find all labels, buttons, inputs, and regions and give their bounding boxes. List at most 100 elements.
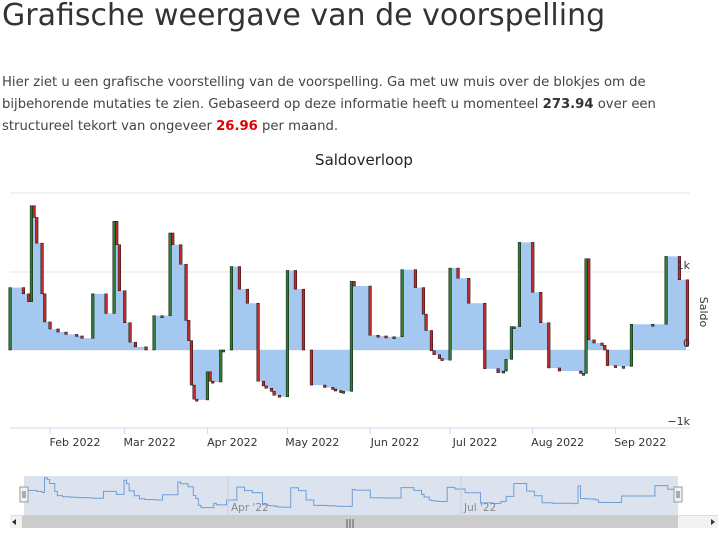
navigator-handle[interactable]: [19, 486, 29, 503]
mutation-block[interactable]: [512, 326, 516, 329]
mutation-block[interactable]: [605, 349, 609, 366]
mutation-block[interactable]: [456, 267, 460, 279]
mutation-block[interactable]: [40, 242, 44, 295]
navigator-selected-range[interactable]: [24, 476, 678, 516]
mutation-block[interactable]: [64, 331, 68, 335]
mutation-block[interactable]: [448, 267, 452, 361]
mutation-block[interactable]: [187, 320, 191, 341]
mutation-block[interactable]: [195, 398, 199, 402]
mutation-block[interactable]: [160, 315, 164, 318]
mutation-block[interactable]: [245, 288, 249, 304]
mutation-block[interactable]: [613, 365, 617, 368]
mutation-block[interactable]: [467, 277, 471, 304]
mutation-block[interactable]: [32, 205, 36, 218]
mutation-block[interactable]: [400, 269, 404, 337]
mutation-block[interactable]: [269, 387, 273, 392]
scroll-left-arrow-icon[interactable]: [12, 519, 16, 525]
mutation-block[interactable]: [285, 270, 289, 398]
mutation-block[interactable]: [171, 232, 175, 245]
range-navigator[interactable]: Apr '22 Jul '22 |||: [10, 476, 718, 529]
mutation-block[interactable]: [152, 315, 156, 351]
mutation-block[interactable]: [75, 334, 79, 337]
mutation-block[interactable]: [189, 340, 193, 386]
mutation-block[interactable]: [301, 288, 305, 351]
mutation-block[interactable]: [293, 270, 297, 290]
mutation-block[interactable]: [587, 258, 591, 341]
mutation-block[interactable]: [205, 371, 209, 401]
mutation-block[interactable]: [349, 281, 353, 392]
mutation-block[interactable]: [584, 258, 588, 374]
mutation-block[interactable]: [261, 380, 265, 387]
mutation-block[interactable]: [211, 380, 215, 384]
mutation-block[interactable]: [208, 371, 212, 382]
mutation-block[interactable]: [421, 287, 425, 315]
mutation-block[interactable]: [496, 368, 500, 373]
mutation-block[interactable]: [581, 373, 585, 376]
mutation-block[interactable]: [384, 335, 388, 339]
mutation-block[interactable]: [437, 354, 441, 359]
mutation-block[interactable]: [685, 279, 689, 347]
mutation-block[interactable]: [56, 328, 60, 333]
mutation-block[interactable]: [123, 290, 127, 323]
mutation-block[interactable]: [339, 390, 343, 393]
mutation-block[interactable]: [272, 391, 276, 396]
mutation-block[interactable]: [432, 350, 436, 355]
mutation-block[interactable]: [112, 221, 116, 314]
mutation-block[interactable]: [531, 242, 535, 293]
mutation-block[interactable]: [664, 256, 668, 325]
mutation-block[interactable]: [115, 221, 119, 245]
mutation-block[interactable]: [517, 242, 521, 327]
mutation-block[interactable]: [501, 370, 505, 374]
mutation-block[interactable]: [27, 293, 31, 302]
mutation-block[interactable]: [192, 384, 196, 400]
mutation-block[interactable]: [277, 394, 281, 398]
mutation-block[interactable]: [91, 293, 95, 339]
mutation-block[interactable]: [104, 293, 108, 314]
mutation-block[interactable]: [35, 217, 39, 244]
mutation-block[interactable]: [256, 302, 260, 382]
mutation-block[interactable]: [43, 293, 47, 323]
mutation-block[interactable]: [184, 263, 188, 321]
mutation-block[interactable]: [429, 330, 433, 352]
mutation-block[interactable]: [557, 367, 561, 372]
mutation-block[interactable]: [331, 387, 335, 390]
mutation-block[interactable]: [341, 391, 345, 394]
mutation-block[interactable]: [352, 281, 356, 287]
mutation-block[interactable]: [179, 244, 183, 265]
scroll-right-arrow-icon[interactable]: [711, 519, 715, 525]
mutation-block[interactable]: [48, 321, 52, 330]
mutation-block[interactable]: [168, 232, 172, 316]
mutation-block[interactable]: [229, 266, 233, 351]
mutation-block[interactable]: [539, 292, 543, 323]
mutation-block[interactable]: [579, 370, 583, 374]
mutation-block[interactable]: [603, 345, 607, 351]
mutation-block[interactable]: [440, 358, 444, 361]
mutation-block[interactable]: [237, 266, 241, 290]
mutation-block[interactable]: [323, 384, 327, 388]
mutation-block[interactable]: [128, 322, 132, 343]
mutation-block[interactable]: [376, 334, 380, 338]
mutation-block[interactable]: [677, 256, 681, 281]
mutation-block[interactable]: [117, 244, 121, 291]
mutation-block[interactable]: [392, 336, 396, 339]
mutation-block[interactable]: [413, 269, 417, 288]
mutation-block[interactable]: [221, 349, 225, 353]
mutation-block[interactable]: [547, 322, 551, 369]
mutation-block[interactable]: [29, 205, 33, 302]
mutation-block[interactable]: [600, 342, 604, 346]
mutation-blocks[interactable]: [8, 205, 689, 402]
mutation-block[interactable]: [8, 287, 12, 351]
mutation-block[interactable]: [483, 302, 487, 369]
mutation-block[interactable]: [651, 324, 655, 327]
mutation-block[interactable]: [219, 349, 223, 383]
mutation-block[interactable]: [504, 359, 508, 372]
scrollbar-thumb[interactable]: [22, 516, 678, 528]
mutation-block[interactable]: [621, 366, 625, 369]
mutation-block[interactable]: [509, 326, 513, 360]
navigator-handle[interactable]: [673, 486, 683, 503]
mutation-block[interactable]: [368, 285, 372, 336]
mutation-block[interactable]: [133, 341, 137, 348]
mutation-block[interactable]: [21, 287, 25, 295]
mutation-block[interactable]: [424, 313, 428, 331]
